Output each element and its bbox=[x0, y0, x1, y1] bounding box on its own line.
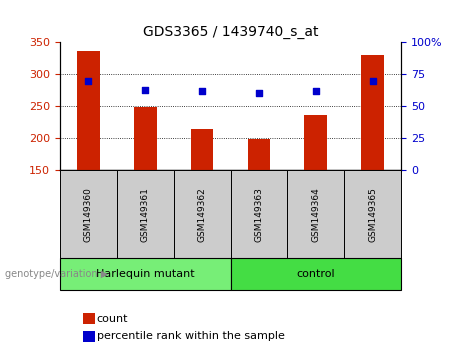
Text: control: control bbox=[296, 269, 335, 279]
Text: percentile rank within the sample: percentile rank within the sample bbox=[97, 331, 285, 341]
Text: GSM149365: GSM149365 bbox=[368, 187, 377, 242]
Text: count: count bbox=[97, 314, 128, 324]
Bar bbox=[304, 115, 327, 170]
Point bbox=[255, 91, 263, 96]
Text: Harlequin mutant: Harlequin mutant bbox=[96, 269, 195, 279]
Point bbox=[312, 88, 319, 94]
Bar bbox=[361, 55, 384, 170]
Bar bbox=[134, 108, 157, 170]
Text: GSM149364: GSM149364 bbox=[311, 187, 320, 241]
Point bbox=[198, 88, 206, 94]
Text: GSM149360: GSM149360 bbox=[84, 187, 93, 242]
Title: GDS3365 / 1439740_s_at: GDS3365 / 1439740_s_at bbox=[143, 25, 318, 39]
Point bbox=[142, 87, 149, 92]
Point bbox=[369, 78, 376, 84]
Bar bbox=[77, 51, 100, 170]
Text: GSM149361: GSM149361 bbox=[141, 187, 150, 242]
Text: GSM149362: GSM149362 bbox=[198, 187, 207, 241]
Bar bbox=[191, 129, 213, 170]
Bar bbox=[248, 139, 270, 170]
Point bbox=[85, 78, 92, 84]
Text: GSM149363: GSM149363 bbox=[254, 187, 263, 242]
Text: genotype/variation ▶: genotype/variation ▶ bbox=[5, 269, 108, 279]
